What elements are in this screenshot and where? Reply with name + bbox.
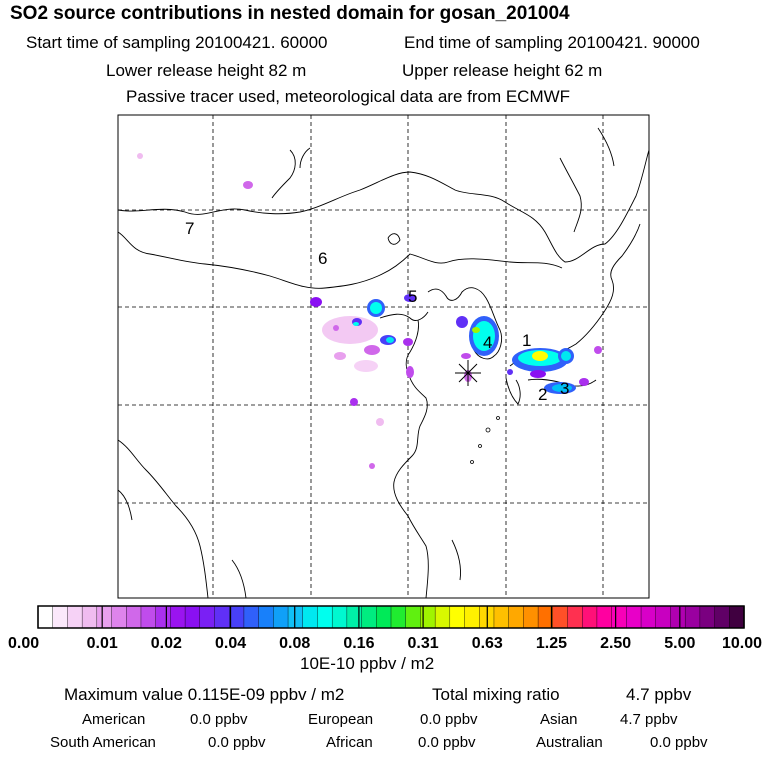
colorbar-cell — [229, 605, 245, 629]
colorbar-unit: 10E-10 ppbv / m2 — [300, 654, 435, 673]
colorbar-cell — [126, 605, 142, 629]
colorbar-tick-label: 10.00 — [722, 635, 762, 652]
upper-release-height: Upper release height 62 m — [402, 61, 603, 80]
colorbar-cell — [317, 605, 333, 629]
colorbar-tick-label: 0.00 — [8, 635, 39, 652]
colorbar-cell — [287, 605, 304, 629]
colorbar-cell — [684, 605, 701, 629]
region-value-african: 0.0 ppbv — [418, 734, 476, 751]
colorbar-cell — [199, 605, 216, 629]
colorbar-cell — [331, 605, 348, 629]
colorbar-cell — [655, 605, 672, 629]
colorbar-tick-label: 0.08 — [279, 635, 310, 652]
colorbar-cell — [523, 605, 539, 629]
colorbar-tick-label: 2.50 — [600, 635, 631, 652]
region-name-south-american: South American — [50, 734, 156, 751]
start-time: Start time of sampling 20100421. 60000 — [26, 33, 328, 52]
colorbar-tick-label: 0.04 — [215, 635, 246, 652]
total-mixing-value: 4.7 ppbv — [626, 685, 692, 704]
colorbar-cell — [640, 605, 657, 629]
colorbar-tick-label: 0.01 — [87, 635, 118, 652]
colorbar-cell — [699, 605, 716, 629]
colorbar: 0.00 0.01 0.02 0.04 0.08 0.16 0.31 0.63 1.25 2.50… — [8, 605, 762, 652]
region-label-6: 6 — [318, 249, 327, 268]
colorbar-cell — [611, 605, 627, 629]
chart-title: SO2 source contributions in nested domai… — [10, 3, 570, 24]
colorbar-tick-label: 5.00 — [664, 635, 695, 652]
total-mixing-label: Total mixing ratio — [432, 685, 560, 704]
colorbar-cell — [552, 605, 569, 629]
region-label-7: 7 — [185, 219, 194, 238]
colorbar-cell — [214, 605, 230, 629]
colorbar-cell — [493, 605, 510, 629]
colorbar-cell — [243, 605, 260, 629]
colorbar-cell — [346, 605, 363, 629]
region-label-4: 4 — [483, 333, 492, 352]
islands — [470, 416, 500, 464]
colorbar-ticks: 0.00 0.01 0.02 0.04 0.08 0.16 0.31 0.63 1.25 2.50… — [8, 606, 762, 652]
colorbar-cell — [464, 605, 480, 629]
colorbar-tick-label: 0.63 — [472, 635, 503, 652]
colorbar-cell — [626, 605, 642, 629]
colorbar-cell — [111, 605, 127, 629]
colorbar-tick-label: 1.25 — [536, 635, 567, 652]
colorbar-cell — [508, 605, 524, 629]
max-value: Maximum value 0.115E-09 ppbv / m2 — [64, 685, 345, 704]
colorbar-cell — [37, 605, 54, 629]
colorbar-cell — [405, 605, 422, 629]
colorbar-cell — [302, 605, 319, 629]
colorbar-cell — [184, 605, 201, 629]
colorbar-cell — [376, 605, 392, 629]
region-name-australian: Australian — [536, 734, 603, 751]
map-grid — [118, 115, 649, 598]
colorbar-cell — [449, 605, 466, 629]
colorbar-tick-label: 0.02 — [151, 635, 182, 652]
region-value-south-american: 0.0 ppbv — [208, 734, 266, 751]
colorbar-cells — [37, 605, 745, 629]
receptor-marker — [455, 360, 481, 386]
region-name-european: European — [308, 711, 374, 728]
colorbar-cell — [670, 605, 686, 629]
region-value-european: 0.0 ppbv — [420, 711, 478, 728]
colorbar-cell — [52, 605, 69, 629]
end-time: End time of sampling 20100421. 90000 — [404, 33, 700, 52]
region-value-asian: 4.7 ppbv — [620, 711, 678, 728]
region-name-american: American — [82, 711, 146, 728]
region-label-1: 1 — [522, 331, 531, 350]
colorbar-cell — [434, 605, 451, 629]
colorbar-cell — [729, 605, 745, 629]
colorbar-tick-label: 0.16 — [343, 635, 374, 652]
region-label-5: 5 — [408, 287, 417, 306]
colorbar-cell — [155, 605, 171, 629]
colorbar-cell — [140, 605, 157, 629]
colorbar-tick-label: 0.31 — [408, 635, 439, 652]
colorbar-cell — [96, 605, 113, 629]
colorbar-cell — [170, 605, 186, 629]
region-name-african: African — [326, 734, 373, 751]
colorbar-cell — [567, 605, 583, 629]
colorbar-cell — [361, 605, 377, 629]
colorbar-cell — [582, 605, 598, 629]
colorbar-cell — [714, 605, 730, 629]
colorbar-cell — [273, 605, 289, 629]
colorbar-cell — [81, 605, 98, 629]
region-value-american: 0.0 ppbv — [190, 711, 248, 728]
tracer-note: Passive tracer used, meteorological data… — [126, 87, 571, 106]
colorbar-cell — [596, 605, 613, 629]
lower-release-height: Lower release height 82 m — [106, 61, 307, 80]
region-name-asian: Asian — [540, 711, 578, 728]
region-value-australian: 0.0 ppbv — [650, 734, 708, 751]
region-label-3: 3 — [560, 379, 569, 398]
region-label-2: 2 — [538, 385, 547, 404]
colorbar-cell — [390, 605, 407, 629]
colorbar-cell — [258, 605, 274, 629]
concentration-field — [137, 153, 602, 469]
colorbar-cell — [67, 605, 83, 629]
